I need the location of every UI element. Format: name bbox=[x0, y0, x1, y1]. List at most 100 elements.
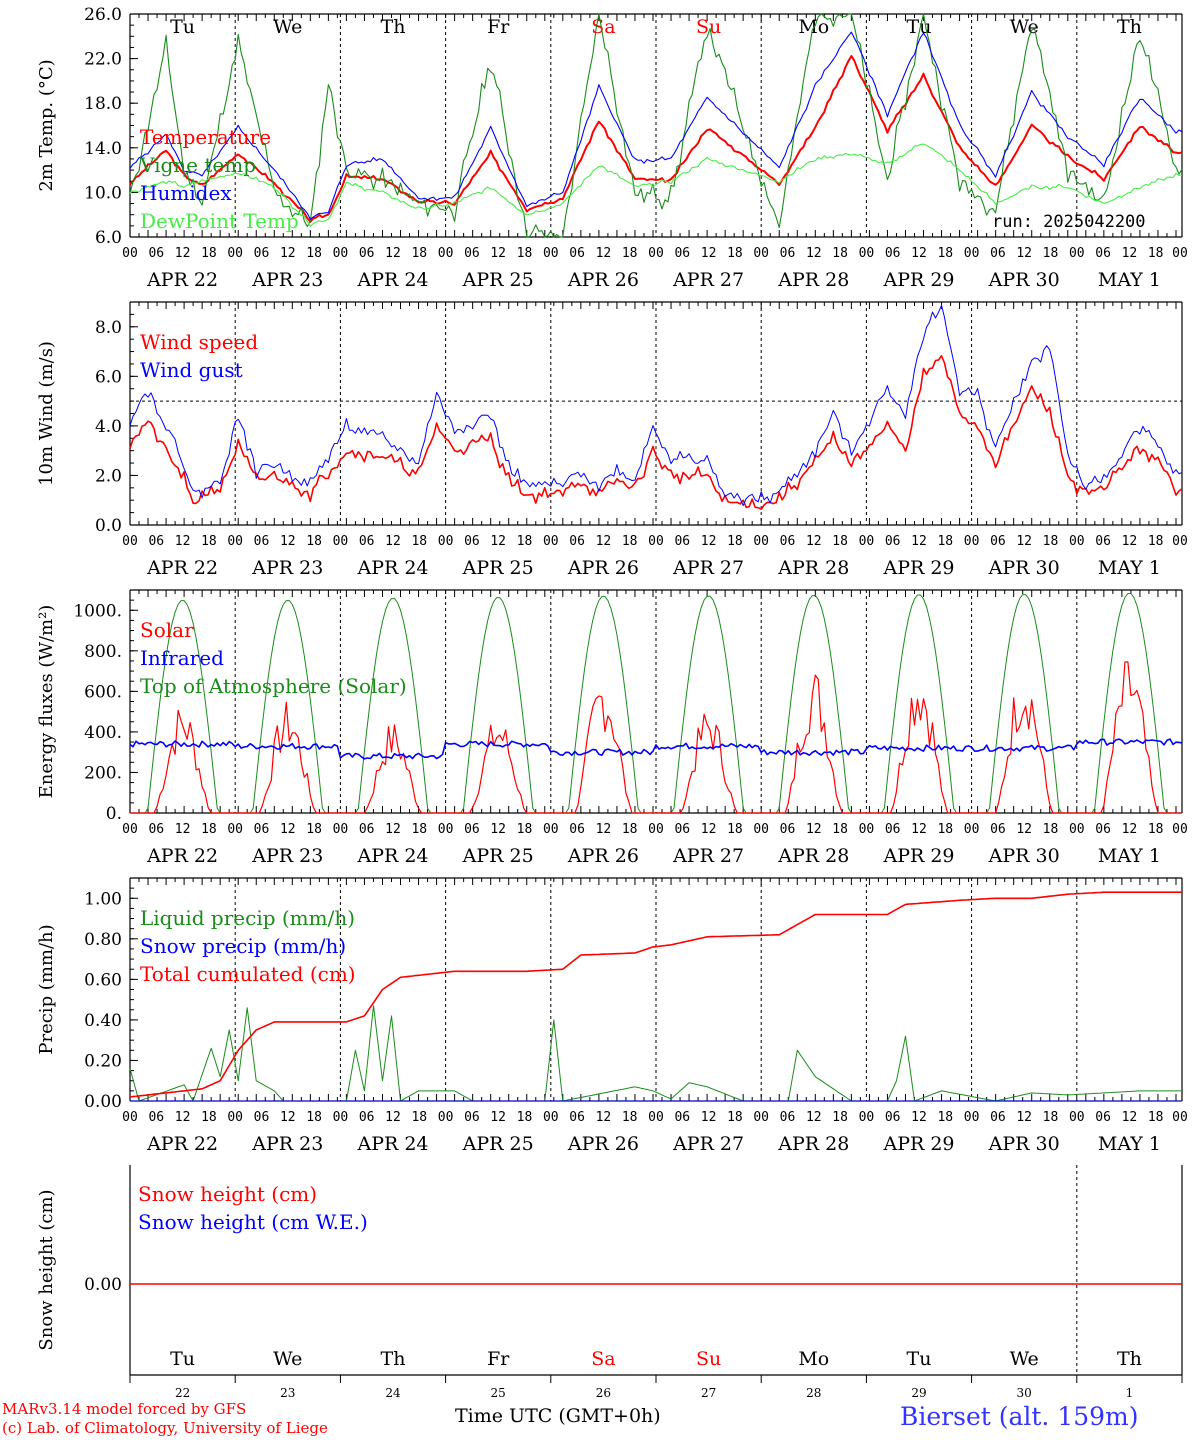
y-tick-label: 0.80 bbox=[84, 930, 122, 950]
hour-tick-label: 06 bbox=[148, 1110, 164, 1125]
date-tick-label: MAY 1 bbox=[1098, 269, 1161, 291]
hour-tick-label: 06 bbox=[885, 1110, 901, 1125]
hour-tick-label: 12 bbox=[175, 822, 191, 837]
weekday-label: Mo bbox=[798, 1348, 829, 1370]
hour-tick-label: 18 bbox=[937, 534, 953, 549]
hour-tick-label: 12 bbox=[490, 822, 506, 837]
y-tick-label: 0.00 bbox=[84, 1275, 122, 1295]
hour-tick-label: 00 bbox=[438, 822, 454, 837]
hour-tick-label: 18 bbox=[1043, 822, 1059, 837]
hour-tick-label: 00 bbox=[543, 534, 559, 549]
hour-tick-label: 00 bbox=[648, 1110, 664, 1125]
day-number-label: 29 bbox=[911, 1386, 926, 1400]
hour-tick-label: 00 bbox=[1172, 534, 1188, 549]
date-tick-label: APR 25 bbox=[462, 845, 534, 867]
date-tick-label: APR 30 bbox=[988, 557, 1060, 579]
weekday-label: Th bbox=[1117, 16, 1142, 38]
hour-tick-label: 06 bbox=[464, 534, 480, 549]
date-tick-label: APR 27 bbox=[672, 845, 744, 867]
hour-tick-label: 06 bbox=[359, 246, 375, 261]
hour-tick-label: 00 bbox=[648, 246, 664, 261]
y-axis-label: Precip (mm/h) bbox=[36, 924, 57, 1054]
weekday-label: Su bbox=[696, 16, 721, 38]
hour-tick-label: 00 bbox=[543, 822, 559, 837]
hour-tick-label: 18 bbox=[1148, 246, 1164, 261]
date-tick-label: APR 27 bbox=[672, 557, 744, 579]
hour-tick-label: 06 bbox=[780, 246, 796, 261]
date-tick-label: MAY 1 bbox=[1098, 1133, 1161, 1155]
run-annotation: run: 2025042200 bbox=[992, 212, 1146, 232]
hour-tick-label: 06 bbox=[464, 1110, 480, 1125]
hour-tick-label: 00 bbox=[1172, 1110, 1188, 1125]
hour-tick-label: 00 bbox=[1069, 1110, 1085, 1125]
hour-tick-label: 06 bbox=[254, 534, 270, 549]
hour-tick-label: 12 bbox=[385, 822, 401, 837]
y-tick-label: 22.0 bbox=[84, 50, 122, 70]
series-line-infrared bbox=[129, 738, 1183, 760]
y-tick-label: 400. bbox=[84, 723, 122, 743]
series-line-dewpoint-temp bbox=[129, 143, 1183, 227]
hour-tick-label: 12 bbox=[1016, 1110, 1032, 1125]
hour-tick-label: 12 bbox=[911, 246, 927, 261]
hour-tick-label: 18 bbox=[411, 1110, 427, 1125]
y-tick-label: 6.0 bbox=[95, 367, 122, 387]
hour-tick-label: 00 bbox=[122, 246, 138, 261]
hour-tick-label: 12 bbox=[280, 822, 296, 837]
y-tick-label: 800. bbox=[84, 642, 122, 662]
hour-tick-label: 12 bbox=[280, 1110, 296, 1125]
y-tick-label: 0.40 bbox=[84, 1011, 122, 1031]
hour-tick-label: 12 bbox=[1016, 822, 1032, 837]
date-tick-label: APR 28 bbox=[777, 1133, 849, 1155]
weekday-label: Th bbox=[381, 16, 406, 38]
hour-tick-label: 00 bbox=[543, 1110, 559, 1125]
hour-tick-label: 06 bbox=[569, 534, 585, 549]
hour-tick-label: 00 bbox=[859, 1110, 875, 1125]
y-axis-label: 10m Wind (m/s) bbox=[36, 341, 57, 486]
y-tick-label: 600. bbox=[84, 682, 122, 702]
hour-tick-label: 06 bbox=[254, 246, 270, 261]
day-number-label: 22 bbox=[175, 1386, 190, 1400]
hour-tick-label: 06 bbox=[885, 822, 901, 837]
hour-tick-label: 00 bbox=[753, 246, 769, 261]
hour-tick-label: 06 bbox=[674, 1110, 690, 1125]
hour-tick-label: 18 bbox=[306, 246, 322, 261]
hour-tick-label: 00 bbox=[333, 822, 349, 837]
weekday-label: We bbox=[273, 1348, 302, 1370]
hour-tick-label: 00 bbox=[543, 246, 559, 261]
hour-tick-label: 00 bbox=[964, 534, 980, 549]
series-line-total-cumulated-cm- bbox=[129, 891, 1182, 1098]
hour-tick-label: 12 bbox=[596, 822, 612, 837]
legend-entry: Humidex bbox=[140, 181, 232, 205]
hour-tick-label: 12 bbox=[596, 534, 612, 549]
hour-tick-label: 18 bbox=[1148, 822, 1164, 837]
hour-tick-label: 18 bbox=[622, 534, 638, 549]
date-tick-label: APR 24 bbox=[356, 1133, 428, 1155]
hour-tick-label: 06 bbox=[780, 1110, 796, 1125]
date-tick-label: APR 22 bbox=[146, 269, 218, 291]
hour-tick-label: 00 bbox=[438, 534, 454, 549]
hour-tick-label: 12 bbox=[490, 534, 506, 549]
date-tick-label: APR 24 bbox=[356, 269, 428, 291]
hour-tick-label: 00 bbox=[333, 246, 349, 261]
y-axis-label: Energy fluxes (W/m²) bbox=[36, 605, 57, 799]
series-line-vigne-temp bbox=[129, 13, 1183, 238]
hour-tick-label: 12 bbox=[1122, 534, 1138, 549]
weekday-label: Su bbox=[696, 1348, 721, 1370]
hour-tick-label: 12 bbox=[385, 1110, 401, 1125]
hour-tick-label: 18 bbox=[622, 822, 638, 837]
date-tick-label: APR 30 bbox=[988, 845, 1060, 867]
hour-tick-label: 18 bbox=[517, 1110, 533, 1125]
legend-entry: Wind gust bbox=[140, 358, 243, 382]
date-tick-label: APR 30 bbox=[988, 1133, 1060, 1155]
hour-tick-label: 18 bbox=[937, 1110, 953, 1125]
hour-tick-label: 06 bbox=[464, 246, 480, 261]
hour-tick-label: 18 bbox=[1148, 534, 1164, 549]
hour-tick-label: 06 bbox=[569, 1110, 585, 1125]
y-tick-label: 200. bbox=[84, 763, 122, 783]
date-tick-label: APR 25 bbox=[462, 269, 534, 291]
hour-tick-label: 06 bbox=[1095, 822, 1111, 837]
hour-tick-label: 12 bbox=[1122, 246, 1138, 261]
y-tick-label: 18.0 bbox=[84, 94, 122, 114]
hour-tick-label: 06 bbox=[359, 1110, 375, 1125]
